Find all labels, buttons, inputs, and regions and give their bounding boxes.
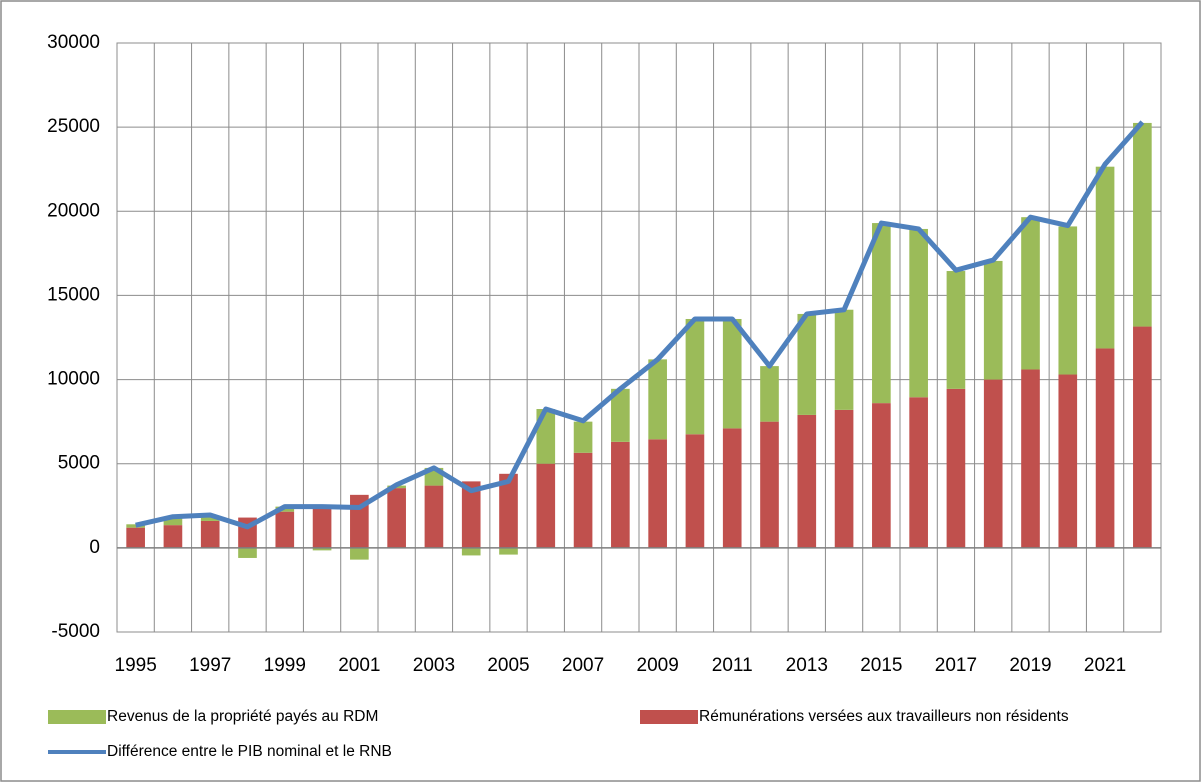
bar [760, 366, 779, 422]
bar [797, 313, 817, 415]
bar [126, 527, 145, 548]
bar [983, 379, 1003, 548]
bar [611, 441, 630, 548]
legend-label: Rémunérations versées aux travailleurs n… [699, 708, 1069, 725]
bar [834, 409, 854, 548]
bar [1095, 348, 1115, 548]
y-tick-label: -5000 [51, 621, 100, 642]
x-tick-label: 1997 [189, 655, 231, 676]
x-tick-label: 2021 [1084, 655, 1126, 676]
bar [1133, 326, 1152, 548]
bar [909, 228, 928, 398]
bar [499, 547, 518, 555]
x-tick-label: 2003 [413, 655, 455, 676]
x-tick-label: 2011 [712, 655, 753, 676]
legend-label: Revenus de la propriété payés au RDM [107, 708, 378, 725]
y-tick-label: 15000 [47, 284, 100, 305]
legend-swatch [48, 710, 106, 724]
y-tick-label: 25000 [47, 116, 100, 137]
x-tick-label: 2017 [935, 655, 977, 676]
bar [200, 520, 220, 548]
x-tick-label: 2009 [637, 655, 679, 676]
bar [685, 434, 705, 548]
bar [387, 488, 406, 548]
bar [312, 547, 332, 551]
bar [760, 421, 779, 548]
bar [163, 525, 183, 548]
y-tick-label: 5000 [58, 453, 100, 474]
bar [1095, 166, 1115, 349]
bar [573, 421, 593, 453]
bar [499, 473, 518, 548]
bar [872, 223, 891, 404]
bar [461, 481, 481, 548]
bar [312, 504, 332, 548]
bar [163, 518, 183, 526]
y-tick-label: 30000 [47, 32, 100, 53]
bar [983, 260, 1003, 380]
x-tick-label: 1999 [264, 655, 306, 676]
x-tick-label: 1995 [115, 655, 157, 676]
bar [685, 318, 705, 435]
bar [573, 452, 593, 548]
bar [126, 524, 145, 528]
y-tick-label: 0 [89, 537, 100, 558]
bar [648, 439, 667, 548]
bar [1058, 374, 1078, 548]
bar [275, 511, 295, 548]
bar [722, 428, 742, 548]
bar [648, 359, 667, 440]
bar [424, 485, 444, 548]
bar [909, 397, 928, 548]
y-tick-label: 10000 [47, 369, 100, 390]
x-tick-label: 2015 [860, 655, 902, 676]
line-series [135, 120, 1145, 530]
bar [1058, 226, 1078, 375]
bar [1021, 369, 1040, 548]
x-tick-label: 2001 [338, 655, 380, 676]
bar [536, 463, 556, 548]
bar [1021, 217, 1040, 370]
legend-label: Différence entre le PIB nominal et le RN… [107, 743, 392, 760]
legend-swatch [640, 710, 698, 724]
bar [200, 515, 220, 521]
bar [797, 414, 817, 548]
x-tick-label: 2013 [786, 655, 828, 676]
x-tick-label: 2019 [1009, 655, 1051, 676]
bar [946, 271, 966, 389]
bar [1133, 122, 1152, 327]
bar [722, 318, 742, 429]
y-tick-label: 20000 [47, 200, 100, 221]
bar [611, 388, 630, 442]
bar [834, 309, 854, 410]
bar [946, 388, 966, 548]
x-tick-label: 2007 [562, 655, 604, 676]
bar [350, 547, 369, 560]
x-tick-label: 2005 [487, 655, 529, 676]
bar [238, 547, 257, 558]
bar [872, 403, 891, 548]
bar [461, 547, 481, 556]
